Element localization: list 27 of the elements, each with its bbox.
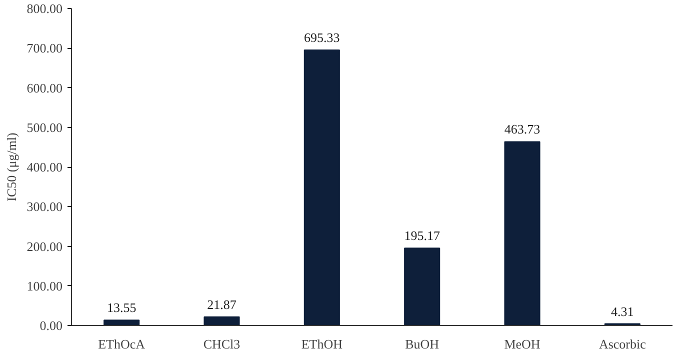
y-tick-label: 600.00 — [26, 80, 62, 96]
x-tick-label: BuOH — [405, 336, 440, 352]
x-tick-label: EThOH — [301, 336, 343, 352]
data-label: 4.31 — [611, 304, 634, 319]
bar — [404, 248, 440, 326]
bar — [504, 141, 540, 326]
x-tick-label: CHCl3 — [203, 336, 240, 352]
y-tick-label: 300.00 — [26, 199, 62, 214]
x-tick-label: EThOcA — [98, 336, 146, 352]
data-label: 13.55 — [106, 300, 136, 316]
y-tick-label: 500.00 — [26, 120, 62, 135]
y-tick-label: 400.00 — [26, 160, 62, 174]
bar — [204, 316, 240, 326]
y-tick-label: 0.00 — [40, 318, 62, 333]
y-axis-title: IC50 (μg/ml) — [4, 132, 19, 202]
bar — [304, 49, 340, 326]
y-tick-label: 200.00 — [26, 238, 62, 254]
data-label: 195.17 — [404, 228, 440, 244]
y-tick-label: 700.00 — [26, 40, 62, 56]
x-tick-label: Ascorbic — [598, 336, 646, 352]
y-tick-label: 800.00 — [26, 1, 62, 16]
y-tick-label: 100.00 — [26, 278, 62, 294]
data-label: 21.87 — [207, 296, 237, 312]
bar — [104, 320, 140, 326]
data-label: 463.73 — [504, 122, 540, 137]
data-label: 695.33 — [304, 30, 340, 45]
x-tick-label: MeOH — [504, 336, 540, 352]
